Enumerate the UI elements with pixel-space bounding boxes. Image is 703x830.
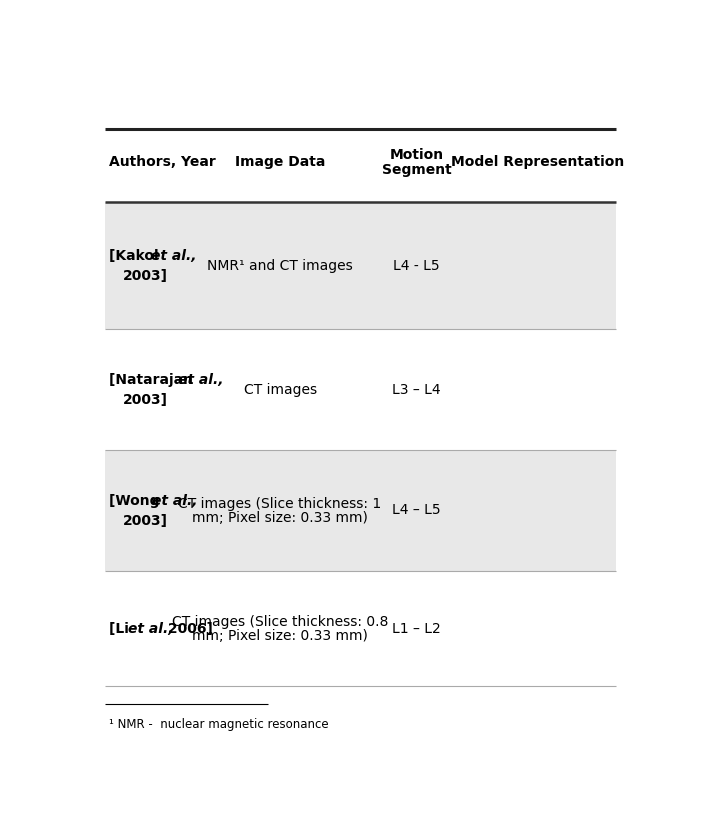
- Text: [Natarajan: [Natarajan: [109, 374, 198, 388]
- Text: CT images (Slice thickness: 0.8: CT images (Slice thickness: 0.8: [172, 615, 388, 629]
- Text: Authors, Year: Authors, Year: [109, 155, 216, 169]
- Text: mm; Pixel size: 0.33 mm): mm; Pixel size: 0.33 mm): [192, 511, 368, 525]
- Text: [Wong: [Wong: [109, 494, 165, 508]
- Text: 2003]: 2003]: [123, 393, 168, 408]
- Text: et al.,: et al.,: [128, 622, 174, 636]
- Text: Model Representation: Model Representation: [451, 155, 624, 169]
- Text: L1 – L2: L1 – L2: [392, 622, 441, 636]
- Text: CT images: CT images: [243, 383, 316, 397]
- Text: et al.,: et al.,: [178, 374, 223, 388]
- Text: L4 – L5: L4 – L5: [392, 503, 441, 517]
- Text: L3 – L4: L3 – L4: [392, 383, 441, 397]
- Text: Segment: Segment: [382, 163, 451, 177]
- Text: et al.,: et al.,: [152, 494, 198, 508]
- Text: Image Data: Image Data: [235, 155, 325, 169]
- Bar: [105, 202, 616, 329]
- Text: [Li: [Li: [109, 622, 134, 636]
- Bar: [105, 329, 616, 450]
- Text: 2003]: 2003]: [123, 269, 168, 283]
- Text: L4 - L5: L4 - L5: [393, 258, 440, 272]
- Text: CT images (Slice thickness: 1: CT images (Slice thickness: 1: [179, 497, 382, 511]
- Text: 2006]: 2006]: [163, 622, 213, 636]
- Text: mm; Pixel size: 0.33 mm): mm; Pixel size: 0.33 mm): [192, 629, 368, 643]
- Text: [Kakol: [Kakol: [109, 249, 163, 263]
- Bar: [105, 571, 616, 686]
- Text: et al.,: et al.,: [151, 249, 197, 263]
- Bar: [105, 450, 616, 571]
- Text: ¹ NMR -  nuclear magnetic resonance: ¹ NMR - nuclear magnetic resonance: [109, 718, 328, 731]
- Text: NMR¹ and CT images: NMR¹ and CT images: [207, 258, 353, 272]
- Text: Motion: Motion: [389, 148, 444, 162]
- Text: 2003]: 2003]: [123, 514, 168, 528]
